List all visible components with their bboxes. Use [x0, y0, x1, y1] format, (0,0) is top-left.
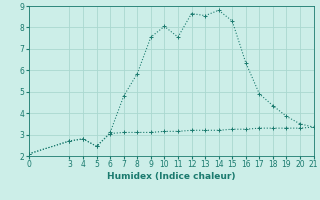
X-axis label: Humidex (Indice chaleur): Humidex (Indice chaleur): [107, 172, 236, 181]
